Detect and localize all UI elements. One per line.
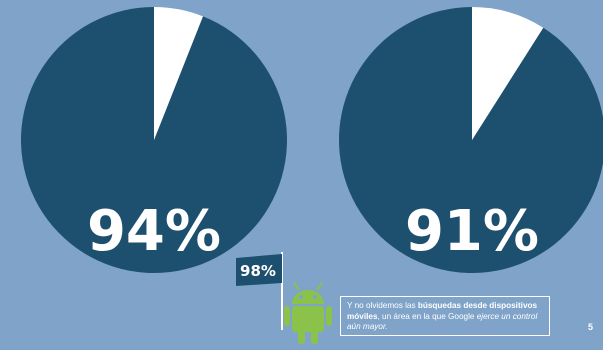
pie-chart-1: 94% — [21, 7, 288, 274]
flag-banner — [236, 254, 282, 286]
pie1-slice-rest — [154, 7, 203, 140]
pie2-slice-rest — [472, 7, 544, 140]
pie-chart-2: 91% — [339, 7, 603, 273]
page-number: 5 — [588, 322, 594, 332]
pie2-slice-main — [339, 7, 603, 273]
pie1-slice-main — [21, 7, 288, 274]
pie1-percent-label: 94% — [87, 199, 221, 264]
android-robot-icon — [236, 252, 332, 344]
pie2-percent-label: 91% — [405, 199, 539, 264]
caption-box: Y no olvidemos las búsquedas desde dispo… — [340, 296, 550, 336]
flag-percent-label: 98% — [240, 262, 276, 280]
